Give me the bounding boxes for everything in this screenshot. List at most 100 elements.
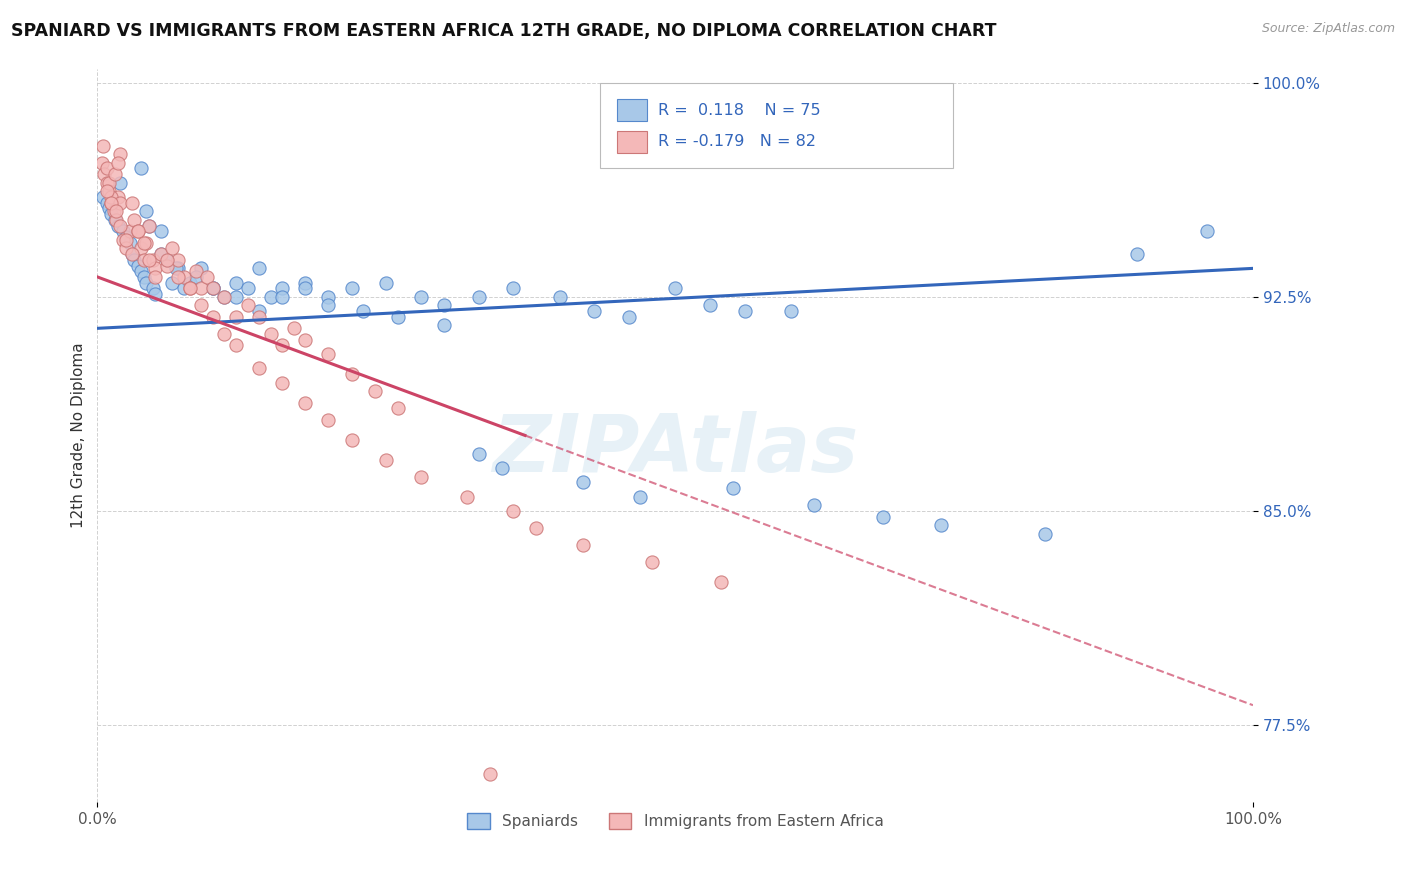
Point xyxy=(236,281,259,295)
Point xyxy=(96,161,118,176)
Point xyxy=(121,247,143,261)
Point xyxy=(162,276,184,290)
Point xyxy=(340,433,363,447)
Point xyxy=(467,447,489,461)
Point xyxy=(162,241,184,255)
Point xyxy=(167,252,190,267)
Point xyxy=(526,521,548,535)
Point xyxy=(96,195,118,210)
Text: ZIPAtlas: ZIPAtlas xyxy=(492,411,858,489)
Point xyxy=(143,287,166,301)
Point xyxy=(115,233,138,247)
Point xyxy=(165,261,187,276)
Point xyxy=(734,304,756,318)
Point xyxy=(107,190,129,204)
Point xyxy=(201,281,224,295)
Point xyxy=(409,470,432,484)
Point xyxy=(502,504,524,518)
Point xyxy=(1126,247,1149,261)
Point xyxy=(201,310,224,324)
Point xyxy=(142,281,165,295)
Point xyxy=(409,290,432,304)
Point xyxy=(96,184,118,198)
Point xyxy=(118,235,141,250)
Point xyxy=(214,290,236,304)
Point xyxy=(260,290,283,304)
Point xyxy=(104,204,127,219)
Point xyxy=(294,333,316,347)
Point xyxy=(104,167,127,181)
Point xyxy=(104,212,127,227)
Point xyxy=(107,219,129,233)
Point xyxy=(340,281,363,295)
Point xyxy=(318,413,340,427)
Point xyxy=(721,481,744,495)
Point xyxy=(225,290,247,304)
Point xyxy=(110,219,132,233)
Point xyxy=(617,310,640,324)
Point xyxy=(149,247,172,261)
Point xyxy=(571,475,593,490)
Point xyxy=(138,219,160,233)
Point xyxy=(283,321,305,335)
Point xyxy=(100,190,122,204)
Point xyxy=(294,281,316,295)
Point xyxy=(127,224,149,238)
Y-axis label: 12th Grade, No Diploma: 12th Grade, No Diploma xyxy=(72,343,86,528)
Legend: Spaniards, Immigrants from Eastern Africa: Spaniards, Immigrants from Eastern Afric… xyxy=(461,806,890,835)
Point xyxy=(571,538,593,552)
Point xyxy=(103,204,125,219)
Point xyxy=(1195,224,1218,238)
Point xyxy=(97,176,120,190)
Point xyxy=(1033,527,1056,541)
Point xyxy=(179,276,201,290)
Point xyxy=(710,575,733,590)
Point xyxy=(121,247,143,261)
Point xyxy=(583,304,606,318)
Point xyxy=(138,219,160,233)
Point xyxy=(124,252,146,267)
Point xyxy=(548,290,571,304)
Point xyxy=(167,269,190,284)
Point xyxy=(195,269,218,284)
Point xyxy=(100,207,122,221)
Point xyxy=(929,518,952,533)
Point xyxy=(260,326,283,341)
Point xyxy=(294,395,316,409)
Point xyxy=(225,338,247,352)
Point xyxy=(190,261,212,276)
Point xyxy=(129,161,152,176)
Point xyxy=(779,304,801,318)
Point xyxy=(352,304,374,318)
Point xyxy=(225,310,247,324)
Point xyxy=(91,155,114,169)
Point xyxy=(184,269,207,284)
Point xyxy=(91,190,114,204)
Point xyxy=(149,224,172,238)
Point xyxy=(364,384,387,398)
Point xyxy=(156,252,179,267)
Point xyxy=(179,281,201,295)
Point xyxy=(247,304,270,318)
Point xyxy=(236,298,259,312)
Point xyxy=(135,235,157,250)
Point xyxy=(247,361,270,376)
Text: SPANIARD VS IMMIGRANTS FROM EASTERN AFRICA 12TH GRADE, NO DIPLOMA CORRELATION CH: SPANIARD VS IMMIGRANTS FROM EASTERN AFRI… xyxy=(11,22,997,40)
Point xyxy=(340,367,363,381)
Point xyxy=(190,281,212,295)
Point xyxy=(375,452,398,467)
Point xyxy=(271,290,294,304)
Point xyxy=(118,224,141,238)
Point xyxy=(375,276,398,290)
Point xyxy=(111,233,134,247)
Point xyxy=(225,276,247,290)
Point xyxy=(132,252,155,267)
Point xyxy=(124,212,146,227)
Point xyxy=(318,290,340,304)
Point xyxy=(247,310,270,324)
Point xyxy=(271,376,294,390)
Point xyxy=(201,281,224,295)
Point xyxy=(104,212,127,227)
Point xyxy=(132,235,155,250)
Point xyxy=(149,247,172,261)
